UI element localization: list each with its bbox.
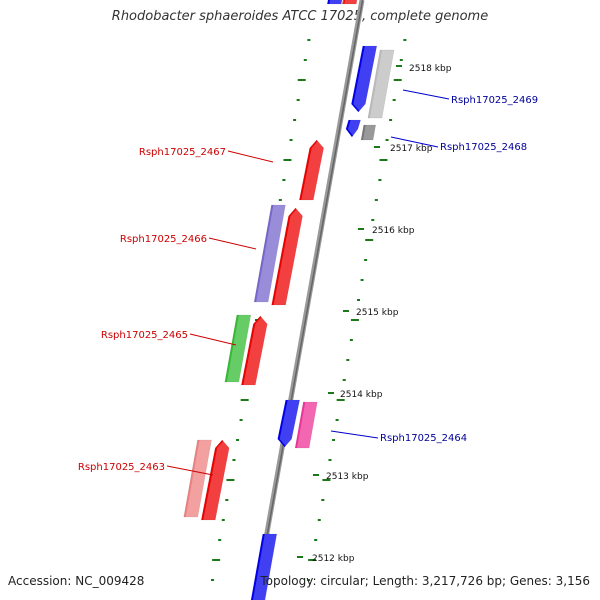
- gene-label-rsph17025-2467[interactable]: Rsph17025_2467: [139, 147, 274, 163]
- scale-tick-2515: 2515 kbp: [343, 308, 399, 318]
- scale-tick-2512: 2512 kbp: [297, 554, 355, 564]
- svg-text:Rsph17025_2465: Rsph17025_2465: [101, 330, 188, 341]
- svg-text:2512 kbp: 2512 kbp: [312, 554, 355, 564]
- scale-tick-2517: 2517 kbp: [374, 144, 433, 154]
- gene-bar-rsph17025-2463-cog: [183, 439, 214, 518]
- scale-tick-2516: 2516 kbp: [358, 226, 415, 236]
- gene-bar-rsph17025-2469-strand: [351, 45, 379, 113]
- svg-text:2514 kbp: 2514 kbp: [340, 390, 383, 400]
- gene-label-rsph17025-2469[interactable]: Rsph17025_2469: [402, 89, 538, 106]
- gene-labels: Rsph17025_2469 Rsph17025_2468 Rsph17025_…: [78, 89, 538, 476]
- gene-bar-top-red: [341, 0, 359, 5]
- scale-tick-2514: 2514 kbp: [328, 390, 383, 400]
- svg-text:Rsph17025_2466: Rsph17025_2466: [120, 234, 207, 245]
- outer-left-dot-track: [211, 39, 311, 581]
- gene-label-rsph17025-2468[interactable]: Rsph17025_2468: [390, 136, 527, 153]
- scale-ruler: 2512 kbp 2513 kbp 2514 kbp 2515 kbp 2516…: [297, 64, 452, 564]
- gene-label-rsph17025-2464[interactable]: Rsph17025_2464: [330, 430, 467, 444]
- gene-label-rsph17025-2463[interactable]: Rsph17025_2463: [78, 462, 214, 476]
- gene-bar-rsph17025-2466: [271, 207, 305, 306]
- gene-bar-rsph17025-2469: [367, 49, 397, 119]
- gene-bar-rsph17025-2468: [360, 124, 378, 141]
- gene-bar-rsph17025-2463: [200, 439, 232, 521]
- genome-summary-text: Topology: circular; Length: 3,217,726 bp…: [260, 574, 590, 588]
- svg-text:Rsph17025_2463: Rsph17025_2463: [78, 462, 165, 473]
- gene-bar-rsph17025-2464: [277, 399, 302, 448]
- gene-label-rsph17025-2465[interactable]: Rsph17025_2465: [101, 330, 237, 346]
- gene-bar-rsph17025-2467: [299, 139, 326, 201]
- scale-tick-2518: 2518 kbp: [396, 64, 452, 74]
- gene-bar-bottom-blue: [250, 533, 279, 600]
- svg-text:2517 kbp: 2517 kbp: [390, 144, 433, 154]
- gene-bar-rsph17025-2465-cog: [224, 314, 253, 383]
- svg-text:Rsph17025_2469: Rsph17025_2469: [451, 95, 538, 106]
- svg-text:Rsph17025_2468: Rsph17025_2468: [440, 142, 527, 153]
- svg-text:Rsph17025_2467: Rsph17025_2467: [139, 147, 226, 158]
- gene-bar-rsph17025-2464-cog: [294, 401, 320, 449]
- gene-features: [183, 0, 397, 600]
- genome-backbone-highlight: [254, 0, 364, 600]
- svg-text:2518 kbp: 2518 kbp: [409, 64, 452, 74]
- gene-bar-rsph17025-2468-strand: [345, 119, 363, 138]
- svg-text:2515 kbp: 2515 kbp: [356, 308, 399, 318]
- gene-bar-top-blue: [326, 0, 344, 5]
- gene-bar-rsph17025-2466-cog: [253, 204, 288, 303]
- scale-tick-2513: 2513 kbp: [313, 472, 369, 482]
- gene-bar-rsph17025-2465: [241, 315, 270, 386]
- svg-text:2516 kbp: 2516 kbp: [372, 226, 415, 236]
- svg-text:2513 kbp: 2513 kbp: [326, 472, 369, 482]
- accession-text: Accession: NC_009428: [8, 574, 145, 588]
- outer-right-dot-track: [307, 39, 407, 581]
- svg-text:Rsph17025_2464: Rsph17025_2464: [380, 433, 467, 444]
- gene-label-rsph17025-2466[interactable]: Rsph17025_2466: [120, 234, 257, 250]
- map-title: Rhodobacter sphaeroides ATCC 17025, comp…: [111, 9, 489, 24]
